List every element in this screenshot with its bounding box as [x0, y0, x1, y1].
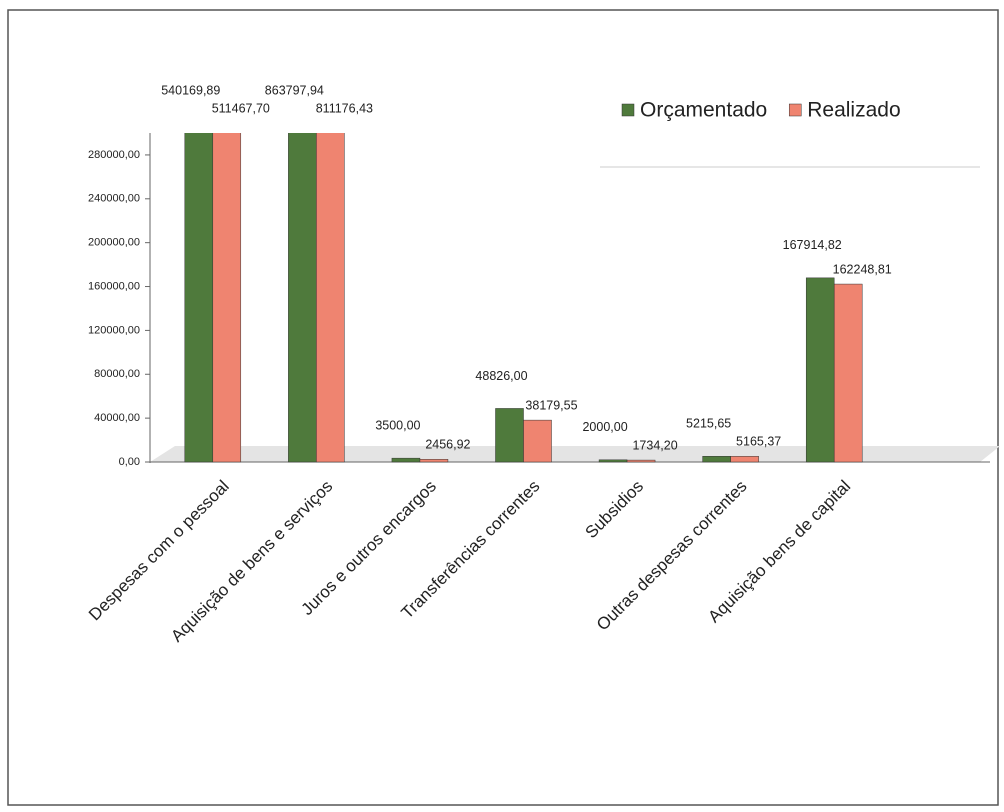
x-tick-label: Subsidios: [582, 477, 648, 543]
value-label: 2456,92: [425, 438, 470, 452]
y-tick-label: 200000,00: [88, 237, 140, 249]
y-tick-label: 80000,00: [94, 368, 140, 380]
bar: [288, 133, 317, 463]
bar: [626, 459, 656, 463]
value-label: 3500,00: [375, 418, 420, 432]
legend-swatch: [621, 103, 635, 117]
bar: [730, 456, 759, 463]
y-tick-label: 240000,00: [88, 193, 140, 205]
frame: [7, 9, 999, 806]
floor: [150, 446, 1000, 462]
value-label: 811176,43: [316, 101, 373, 115]
legend-label: Realizado: [807, 99, 900, 122]
bar: [702, 456, 731, 463]
bar: [316, 133, 345, 463]
y-tick-label: 280000,00: [88, 149, 140, 161]
legend-label: Orçamentado: [640, 99, 767, 122]
value-label: 5165,37: [736, 435, 781, 449]
value-label: 167914,82: [783, 238, 842, 252]
value-label: 162248,81: [833, 262, 892, 276]
bar: [495, 408, 524, 463]
bar: [184, 133, 214, 463]
value-label: 1734,20: [632, 438, 677, 452]
y-tick-label: 0,00: [119, 456, 140, 468]
bar: [598, 459, 628, 463]
bar: [523, 419, 552, 463]
y-tick-label: 40000,00: [94, 412, 140, 424]
bar: [805, 277, 835, 463]
value-label: 863797,94: [265, 83, 324, 97]
bar: [833, 283, 863, 463]
bar: [391, 457, 421, 463]
bar: [212, 133, 242, 463]
value-label: 48826,00: [475, 369, 527, 383]
bar: [419, 459, 449, 463]
y-tick-label: 120000,00: [88, 324, 140, 336]
value-label: 38179,55: [525, 398, 577, 412]
value-label: 540169,89: [161, 83, 220, 97]
value-label: 511467,70: [212, 101, 270, 115]
value-label: 2000,00: [582, 420, 627, 434]
legend-swatch: [788, 103, 802, 117]
value-label: 5215,65: [686, 417, 731, 431]
y-tick-label: 160000,00: [88, 280, 140, 292]
